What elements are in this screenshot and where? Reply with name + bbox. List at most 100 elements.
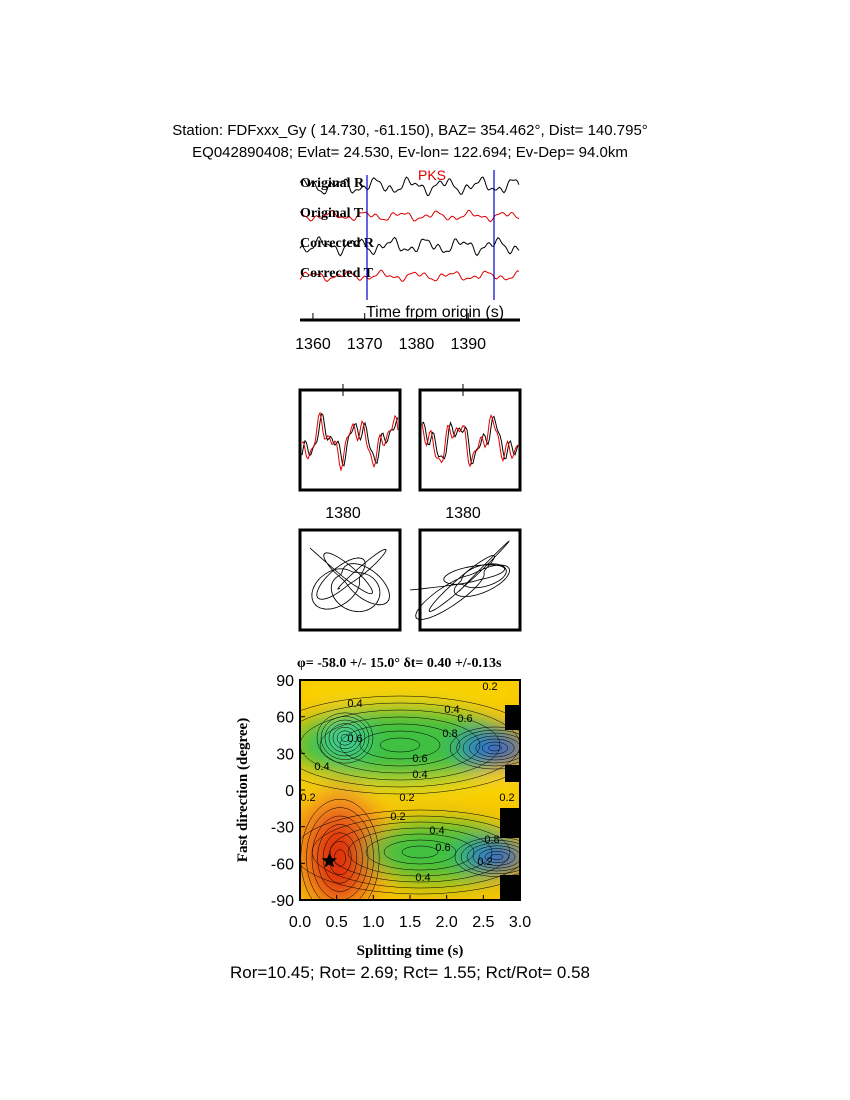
contour-line xyxy=(300,709,501,781)
y-tick-label: 0 xyxy=(285,783,294,800)
y-tick-label: -30 xyxy=(271,820,294,837)
contour-label: 0.8 xyxy=(442,728,457,740)
waveform xyxy=(421,415,519,465)
contour-label: 0.2 xyxy=(399,792,414,804)
y-tick-label: 90 xyxy=(276,673,294,690)
contour-label: 0.8 xyxy=(484,834,499,846)
contour-label: 0.2 xyxy=(390,811,405,823)
contour-line xyxy=(311,815,369,900)
footer: Ror=10.45; Rot= 2.69; Rct= 1.55; Rct/Rot… xyxy=(230,963,590,982)
best-fit-star xyxy=(321,852,337,868)
waveform xyxy=(301,412,399,467)
x-tick-label: 3.0 xyxy=(509,914,531,931)
trace xyxy=(299,176,520,197)
contour-line xyxy=(488,744,502,752)
map-title: φ= -58.0 +/- 15.0° δt= 0.40 +/-0.13s xyxy=(297,656,502,671)
x-axis-label: Splitting time (s) xyxy=(357,943,464,959)
contour-line xyxy=(490,853,504,861)
contour-line xyxy=(311,815,520,889)
trace xyxy=(299,236,520,257)
contour-label: 0.2 xyxy=(499,792,514,804)
contour-label: 0.4 xyxy=(314,761,329,773)
contour-line xyxy=(316,712,374,764)
contour-line xyxy=(319,716,481,774)
x-tick-label: 1.0 xyxy=(362,914,384,931)
contour-label: 0.2 xyxy=(477,856,492,868)
contour-line xyxy=(449,726,520,770)
contour-label: 0.4 xyxy=(412,769,427,781)
x-tick-label: 2.0 xyxy=(436,914,458,931)
trace-label: Original R xyxy=(300,176,365,191)
x-tick-label: 0.5 xyxy=(326,914,348,931)
contour-label: 0.6 xyxy=(412,753,427,765)
x-tick-label: 1380 xyxy=(325,505,361,522)
contour-line xyxy=(359,730,441,760)
misfit-map: 0.20.40.60.40.60.40.20.20.20.20.40.60.80… xyxy=(300,680,520,900)
contour-label: 0.4 xyxy=(415,872,430,884)
contour-line xyxy=(478,848,516,866)
phase-label: PKS xyxy=(418,167,446,183)
trace-label: Corrected R xyxy=(300,236,375,251)
contour-line xyxy=(454,837,520,877)
contour-line xyxy=(332,726,358,750)
contour-label: 0.6 xyxy=(457,713,472,725)
panel-frame xyxy=(298,388,402,492)
header-line: Station: FDFxxx_Gy ( 14.730, -61.150), B… xyxy=(172,122,648,139)
contour-line xyxy=(383,839,457,865)
contour-line xyxy=(401,845,439,859)
waveform xyxy=(421,413,519,468)
waveform xyxy=(301,411,399,472)
contour-line xyxy=(317,824,363,892)
panel-frame xyxy=(418,528,522,632)
x-tick-label: 1380 xyxy=(445,505,481,522)
particle-motion xyxy=(410,540,511,621)
y-axis-label: Fast direction (degree) xyxy=(235,718,251,862)
contour-line xyxy=(472,845,520,869)
trace xyxy=(299,209,520,223)
y-tick-label: -60 xyxy=(271,856,294,873)
x-tick-label: 0.0 xyxy=(289,914,311,931)
x-tick-label: 1380 xyxy=(399,336,435,353)
contour-line xyxy=(322,832,358,884)
contour-line xyxy=(306,807,374,900)
x-tick-label: 1390 xyxy=(450,336,486,353)
x-axis-label: Time from origin (s) xyxy=(366,304,504,321)
panel-frame xyxy=(298,528,402,632)
contour-label: 0.6 xyxy=(347,733,362,745)
x-tick-label: 2.5 xyxy=(472,914,494,931)
trace xyxy=(299,269,520,282)
contour-line xyxy=(328,723,362,753)
x-tick-label: 1.5 xyxy=(399,914,421,931)
panel-frame xyxy=(418,388,522,492)
contour-line xyxy=(456,729,520,767)
contour-line xyxy=(481,741,509,755)
contour-label: 0.2 xyxy=(482,681,497,693)
contour-label: 0.4 xyxy=(444,704,459,716)
contour-line xyxy=(334,849,346,867)
contour-line xyxy=(340,734,350,742)
contour-line xyxy=(475,738,515,758)
x-tick-label: 1360 xyxy=(295,336,331,353)
x-tick-label: 1370 xyxy=(347,336,383,353)
header-line: EQ042890408; Evlat= 24.530, Ev-lon= 122.… xyxy=(192,144,628,161)
y-tick-label: 60 xyxy=(276,710,294,727)
particle-motion xyxy=(309,547,390,613)
contour-label: 0.4 xyxy=(429,825,444,837)
contour-line xyxy=(329,821,511,883)
contour-label: 0.2 xyxy=(300,792,315,804)
contour-line xyxy=(300,809,520,895)
y-tick-label: 30 xyxy=(276,746,294,763)
contour-label: 0.6 xyxy=(435,842,450,854)
contour-line xyxy=(484,851,510,863)
contour-line xyxy=(466,842,520,872)
contour-line xyxy=(460,839,520,875)
trace-label: Corrected T xyxy=(300,266,374,281)
y-tick-label: -90 xyxy=(271,893,294,910)
contour-line xyxy=(462,732,520,764)
trace-label: Original T xyxy=(300,206,364,221)
contour-line xyxy=(339,723,461,767)
contour-line xyxy=(300,695,520,795)
contour-line xyxy=(336,730,354,746)
contour-line xyxy=(469,735,520,761)
